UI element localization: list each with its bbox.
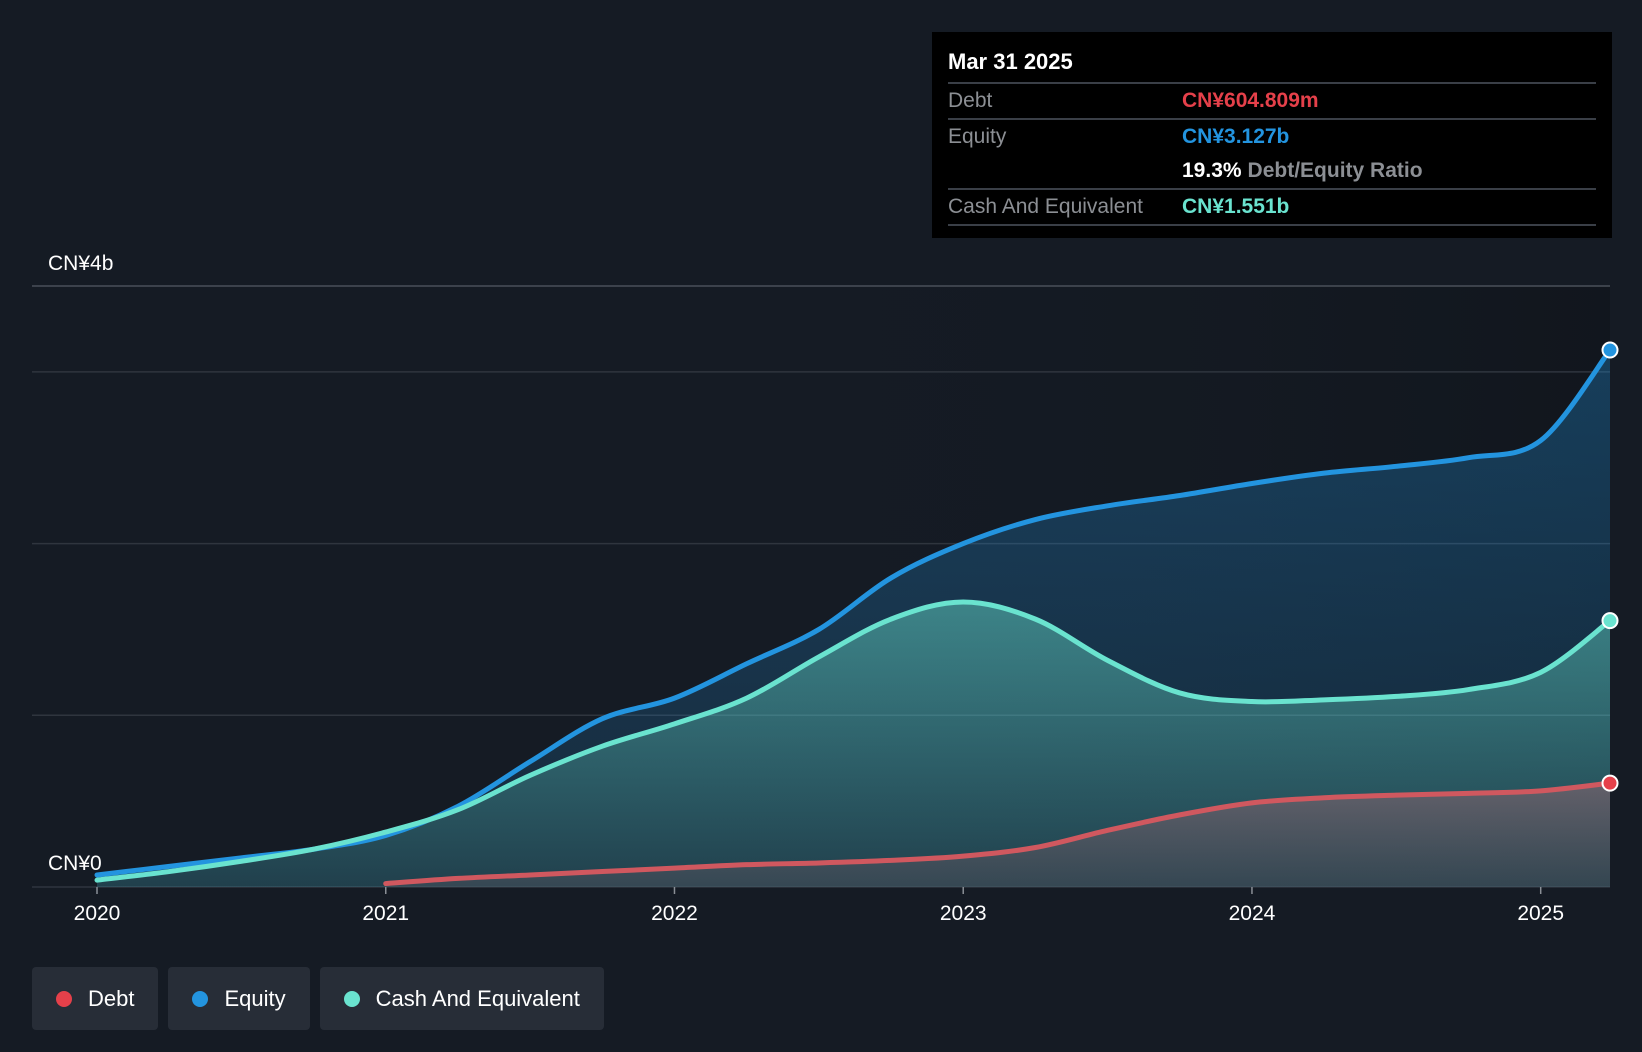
legend-equity-label: Equity bbox=[224, 985, 286, 1011]
x-tick-label-2020: 2020 bbox=[74, 902, 121, 925]
tooltip-equity-value: CN¥3.127b bbox=[1182, 125, 1290, 148]
cash-line bbox=[94, 599, 1613, 883]
tooltip-ratio-label: Debt/Equity Ratio bbox=[1247, 159, 1423, 182]
y-axis-top-label: CN¥4b bbox=[48, 252, 113, 275]
tooltip-debt-value: CN¥604.809m bbox=[1182, 89, 1319, 112]
legend-debt-dot-icon bbox=[56, 990, 72, 1007]
area-layer bbox=[97, 350, 1610, 887]
legend: Debt Equity Cash And Equivalent bbox=[32, 967, 614, 1030]
tooltip-ratio-row: 19.3% Debt/Equity Ratio bbox=[948, 154, 1596, 190]
x-tick-label-2024: 2024 bbox=[1229, 902, 1276, 925]
legend-item-equity[interactable]: Equity bbox=[168, 967, 310, 1030]
legend-cash-label: Cash And Equivalent bbox=[375, 985, 580, 1011]
tooltip-equity-row: Equity CN¥3.127b bbox=[948, 120, 1596, 154]
tooltip-ratio-value: 19.3% bbox=[1182, 159, 1242, 182]
debt-end-point bbox=[1601, 774, 1619, 792]
x-tick-label-2021: 2021 bbox=[362, 902, 409, 925]
legend-cash-dot-icon bbox=[343, 990, 360, 1007]
tooltip-cash-label: Cash And Equivalent bbox=[948, 195, 1143, 218]
x-tick-label-2025: 2025 bbox=[1517, 902, 1564, 925]
debt-area bbox=[385, 783, 1610, 887]
equity-line bbox=[94, 347, 1613, 878]
tooltip-cash-value: CN¥1.551b bbox=[1182, 195, 1290, 218]
debt-line bbox=[383, 780, 1613, 887]
x-axis: 2020 2021 2022 2023 2024 2025 bbox=[74, 887, 1564, 925]
legend-item-cash[interactable]: Cash And Equivalent bbox=[319, 967, 604, 1030]
tooltip-cash-row: Cash And Equivalent CN¥1.551b bbox=[948, 190, 1596, 226]
dot-layer bbox=[1601, 341, 1619, 792]
legend-equity-dot-icon bbox=[192, 990, 209, 1007]
legend-debt-label: Debt bbox=[88, 985, 135, 1011]
legend-item-debt[interactable]: Debt bbox=[32, 967, 159, 1030]
line-layer bbox=[94, 347, 1613, 887]
x-tick-label-2022: 2022 bbox=[651, 902, 698, 925]
y-axis-bottom-label: CN¥0 bbox=[48, 852, 102, 875]
x-tick-label-2023: 2023 bbox=[940, 902, 987, 925]
tooltip: Mar 31 2025 Debt CN¥604.809m Equity CN¥3… bbox=[932, 32, 1612, 238]
tooltip-equity-label: Equity bbox=[948, 125, 1007, 148]
cash-end-point bbox=[1601, 612, 1619, 630]
equity-end-point bbox=[1601, 341, 1619, 359]
tooltip-debt-row: Debt CN¥604.809m bbox=[948, 84, 1596, 120]
tooltip-date: Mar 31 2025 bbox=[948, 32, 1596, 84]
tooltip-debt-label: Debt bbox=[948, 89, 993, 112]
